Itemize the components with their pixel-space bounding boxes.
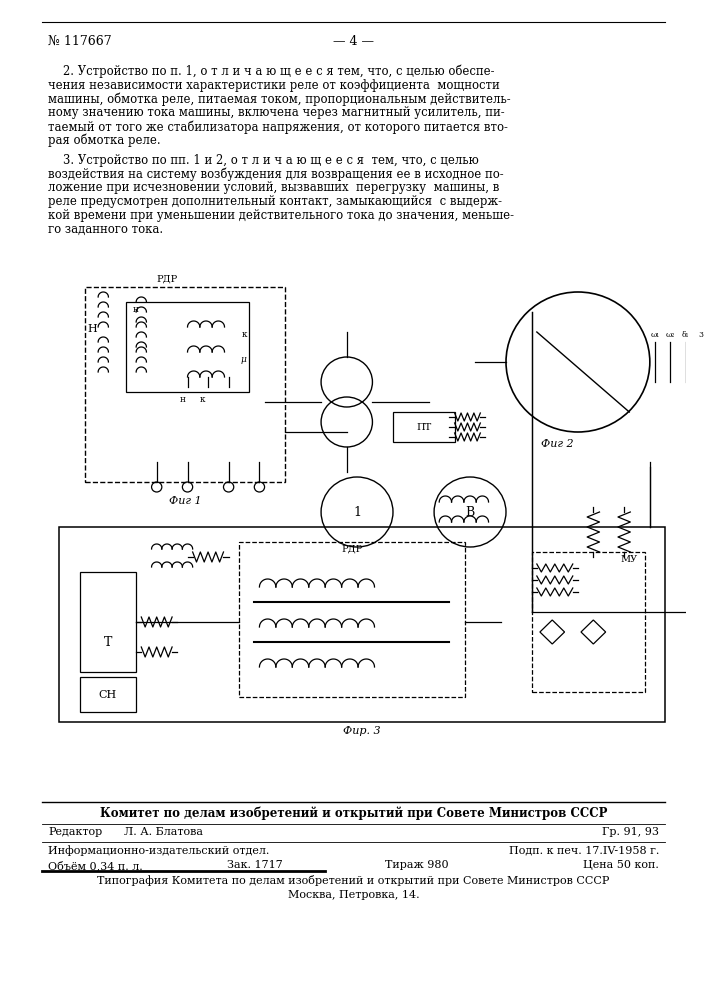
Text: к: к <box>241 330 247 339</box>
Text: Подп. к печ. 17.IV-1958 г.: Подп. к печ. 17.IV-1958 г. <box>508 845 659 855</box>
Bar <box>80 677 136 712</box>
Text: Зак. 1717: Зак. 1717 <box>227 860 282 870</box>
Text: РДР: РДР <box>156 275 177 284</box>
Text: Тираж 980: Тираж 980 <box>385 860 449 870</box>
Text: № 117667: № 117667 <box>48 35 112 48</box>
Text: ложение при исчезновении условий, вызвавших  перегрузку  машины, в: ложение при исчезновении условий, вызвав… <box>48 181 499 194</box>
Text: δ₁: δ₁ <box>682 331 689 339</box>
Text: Фиг 1: Фиг 1 <box>169 496 201 506</box>
Text: 3: 3 <box>699 331 703 339</box>
Text: — 4 —: — 4 — <box>333 35 374 48</box>
Text: 3. Устройство по пп. 1 и 2, о т л и ч а ю щ е е с я  тем, что, с целью: 3. Устройство по пп. 1 и 2, о т л и ч а … <box>48 154 479 167</box>
Text: Н: Н <box>88 324 98 334</box>
Text: ному значению тока машины, включена через магнитный усилитель, пи-: ному значению тока машины, включена чере… <box>48 106 505 119</box>
Text: реле предусмотрен дополнительный контакт, замыкающийся  с выдерж-: реле предусмотрен дополнительный контакт… <box>48 195 502 208</box>
Text: Т: Т <box>104 636 112 648</box>
Text: рая обмотка реле.: рая обмотка реле. <box>48 134 160 147</box>
Text: Типография Комитета по делам изобретений и открытий при Совете Министров СССР: Типография Комитета по делам изобретений… <box>98 875 609 886</box>
Text: чения независимости характеристики реле от коэффициента  мощности: чения независимости характеристики реле … <box>48 79 500 92</box>
Text: ПТ: ПТ <box>416 422 431 432</box>
Text: Фир. 3: Фир. 3 <box>344 726 381 736</box>
Text: ω₁: ω₁ <box>650 331 660 339</box>
Text: кой времени при уменьшении действительного тока до значения, меньше-: кой времени при уменьшении действительно… <box>48 209 514 222</box>
Bar <box>532 552 645 692</box>
Text: В: В <box>465 506 474 518</box>
Text: РДР: РДР <box>341 545 363 554</box>
Text: н: н <box>133 305 139 314</box>
Text: го заданного тока.: го заданного тока. <box>48 223 163 236</box>
Text: МУ: МУ <box>621 555 638 564</box>
Text: Цена 50 коп.: Цена 50 коп. <box>583 860 659 870</box>
Bar <box>85 287 285 482</box>
Text: машины, обмотка реле, питаемая током, пропорциональным действитель-: машины, обмотка реле, питаемая током, пр… <box>48 93 510 106</box>
Bar <box>80 572 136 672</box>
Bar <box>126 302 249 392</box>
Text: Информационно-издательский отдел.: Информационно-издательский отдел. <box>48 845 269 856</box>
Text: Л. А. Блатова: Л. А. Блатова <box>124 827 203 837</box>
Text: Редактор: Редактор <box>48 827 103 837</box>
Text: н: н <box>180 395 185 404</box>
Text: ω₂: ω₂ <box>666 331 675 339</box>
Text: Гр. 91, 93: Гр. 91, 93 <box>602 827 659 837</box>
Text: к: к <box>200 395 206 404</box>
Text: Фиг 2: Фиг 2 <box>541 439 573 449</box>
Text: 2. Устройство по п. 1, о т л и ч а ю щ е е с я тем, что, с целью обеспе-: 2. Устройство по п. 1, о т л и ч а ю щ е… <box>48 65 495 79</box>
Text: 1: 1 <box>353 506 361 518</box>
Text: Комитет по делам изобретений и открытий при Совете Министров СССР: Комитет по делам изобретений и открытий … <box>100 807 607 820</box>
Text: воздействия на систему возбуждения для возвращения ее в исходное по-: воздействия на систему возбуждения для в… <box>48 168 503 181</box>
Text: Москва, Петровка, 14.: Москва, Петровка, 14. <box>288 890 419 900</box>
Bar <box>393 412 455 442</box>
Text: Объём 0,34 п. л.: Объём 0,34 п. л. <box>48 860 143 871</box>
Bar <box>239 542 465 697</box>
Text: μ: μ <box>241 355 247 364</box>
Bar <box>59 527 665 722</box>
Text: таемый от того же стабилизатора напряжения, от которого питается вто-: таемый от того же стабилизатора напряжен… <box>48 120 508 134</box>
Text: СН: СН <box>99 690 117 700</box>
